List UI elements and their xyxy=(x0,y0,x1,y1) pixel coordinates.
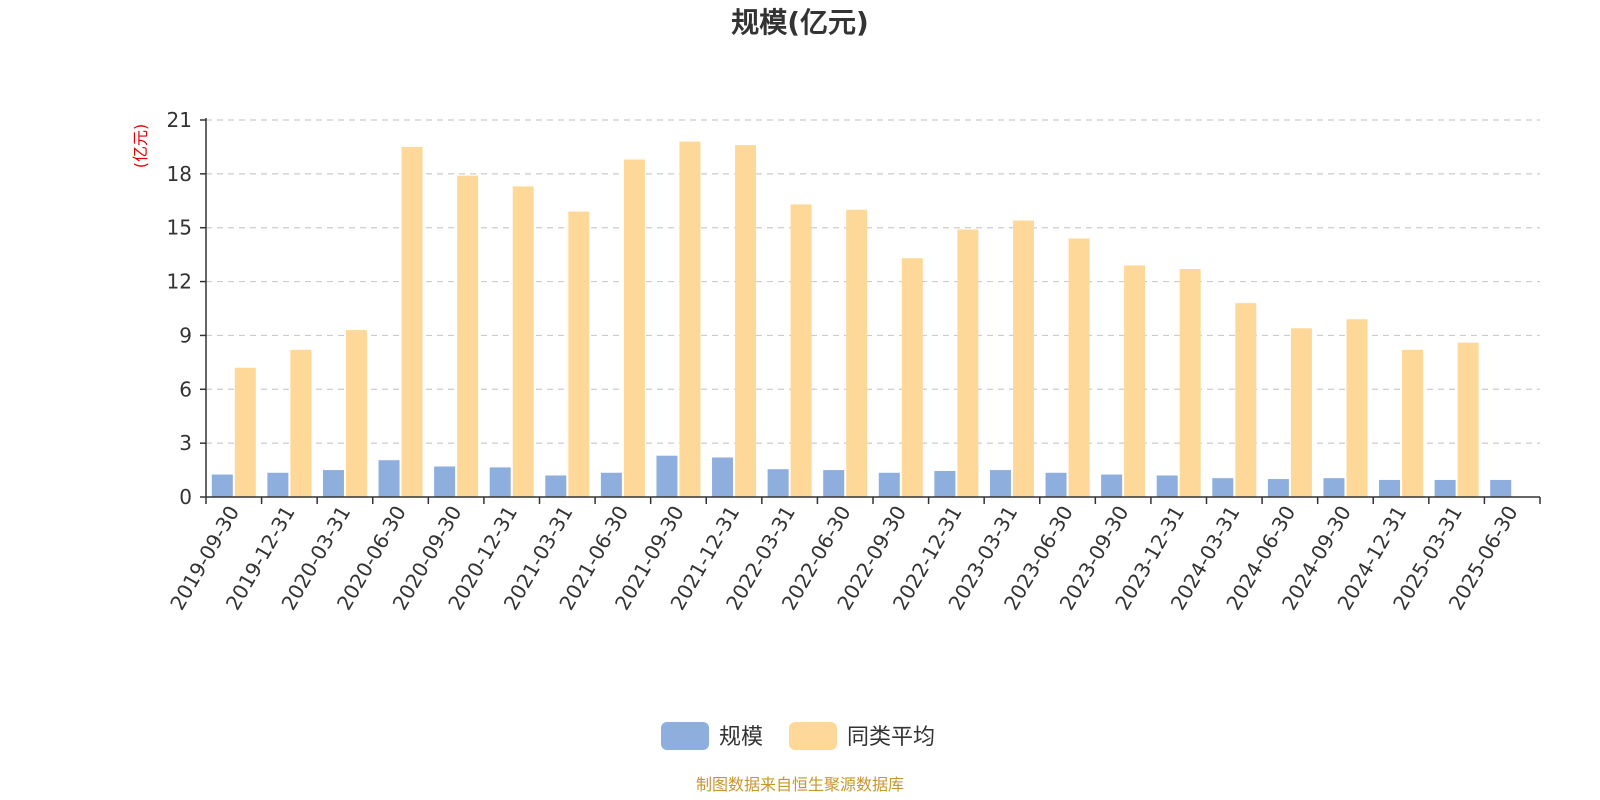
bar-scale[interactable] xyxy=(1490,479,1512,497)
bar-scale[interactable] xyxy=(1156,475,1178,497)
bar-peer-average[interactable] xyxy=(234,367,256,497)
bar-peer-average[interactable] xyxy=(846,209,868,497)
bar-peer-average[interactable] xyxy=(1346,319,1368,497)
y-axis-unit: (亿元) xyxy=(131,124,150,169)
legend-swatch-scale[interactable] xyxy=(661,722,709,750)
bar-peer-average[interactable] xyxy=(1402,349,1424,497)
y-tick-label: 6 xyxy=(179,377,192,401)
bar-peer-average[interactable] xyxy=(568,211,590,498)
bar-scale[interactable] xyxy=(656,455,678,497)
legend[interactable]: 规模 同类平均 xyxy=(661,722,935,750)
bar-peer-average[interactable] xyxy=(1290,328,1312,497)
bar-scale[interactable] xyxy=(322,470,344,497)
grid-lines xyxy=(206,119,1540,444)
bar-scale[interactable] xyxy=(989,470,1011,497)
y-tick-label: 15 xyxy=(167,216,192,240)
bar-scale[interactable] xyxy=(600,472,622,497)
legend-label-peer-average[interactable]: 同类平均 xyxy=(847,725,935,750)
bar-scale[interactable] xyxy=(378,460,400,497)
bar-peer-average[interactable] xyxy=(401,146,423,497)
bar-scale[interactable] xyxy=(211,474,233,497)
bar-peer-average[interactable] xyxy=(957,229,979,497)
bar-scale[interactable] xyxy=(267,472,289,497)
bar-scale[interactable] xyxy=(434,466,456,497)
bar-peer-average[interactable] xyxy=(790,204,812,497)
bar-peer-average[interactable] xyxy=(1068,238,1090,497)
y-tick-label: 21 xyxy=(167,108,192,132)
bar-peer-average[interactable] xyxy=(735,145,757,497)
bar-scale[interactable] xyxy=(1323,478,1345,497)
bar-peer-average[interactable] xyxy=(1457,342,1479,497)
bar-peer-average[interactable] xyxy=(457,175,479,497)
legend-item-scale[interactable]: 规模 xyxy=(661,722,763,750)
bar-peer-average[interactable] xyxy=(290,349,312,497)
bar-peer-average[interactable] xyxy=(1179,269,1201,497)
bar-scale[interactable] xyxy=(1045,472,1067,497)
y-tick-label: 18 xyxy=(167,162,192,186)
legend-label-scale[interactable]: 规模 xyxy=(719,725,763,750)
bar-scale[interactable] xyxy=(1101,474,1123,497)
bar-peer-average[interactable] xyxy=(623,159,645,497)
source-note: 制图数据来自恒生聚源数据库 xyxy=(696,775,904,794)
y-tick-label: 3 xyxy=(179,431,192,455)
bar-scale[interactable] xyxy=(489,467,511,497)
bar-peer-average[interactable] xyxy=(901,258,923,497)
y-axis-ticks: 0 3 6 9 12 15 18 21 xyxy=(167,108,206,509)
bar-scale[interactable] xyxy=(934,470,956,497)
bar-scale[interactable] xyxy=(878,472,900,497)
x-axis-ticks: 2019-09-302019-12-312020-03-312020-06-30… xyxy=(165,497,1541,614)
bar-peer-average[interactable] xyxy=(1124,265,1146,497)
bar-scale[interactable] xyxy=(823,470,845,497)
bar-scale[interactable] xyxy=(1379,479,1401,497)
legend-swatch-peer-average[interactable] xyxy=(789,722,837,750)
bars xyxy=(211,141,1512,498)
bar-peer-average[interactable] xyxy=(1012,220,1034,498)
y-tick-label: 9 xyxy=(179,323,192,347)
y-tick-label: 12 xyxy=(167,270,192,294)
bar-peer-average[interactable] xyxy=(679,141,701,498)
bar-peer-average[interactable] xyxy=(345,330,367,497)
bar-scale[interactable] xyxy=(545,475,567,497)
bar-scale[interactable] xyxy=(767,469,789,497)
bar-scale[interactable] xyxy=(1267,479,1289,497)
bar-scale[interactable] xyxy=(1212,478,1234,497)
y-tick-label: 0 xyxy=(179,485,192,509)
bar-scale[interactable] xyxy=(712,457,734,497)
bar-peer-average[interactable] xyxy=(1235,303,1257,497)
legend-item-peer-average[interactable]: 同类平均 xyxy=(789,722,935,750)
bar-scale[interactable] xyxy=(1434,479,1456,497)
bar-peer-average[interactable] xyxy=(512,186,534,497)
chart-title: 规模(亿元) xyxy=(731,6,869,39)
